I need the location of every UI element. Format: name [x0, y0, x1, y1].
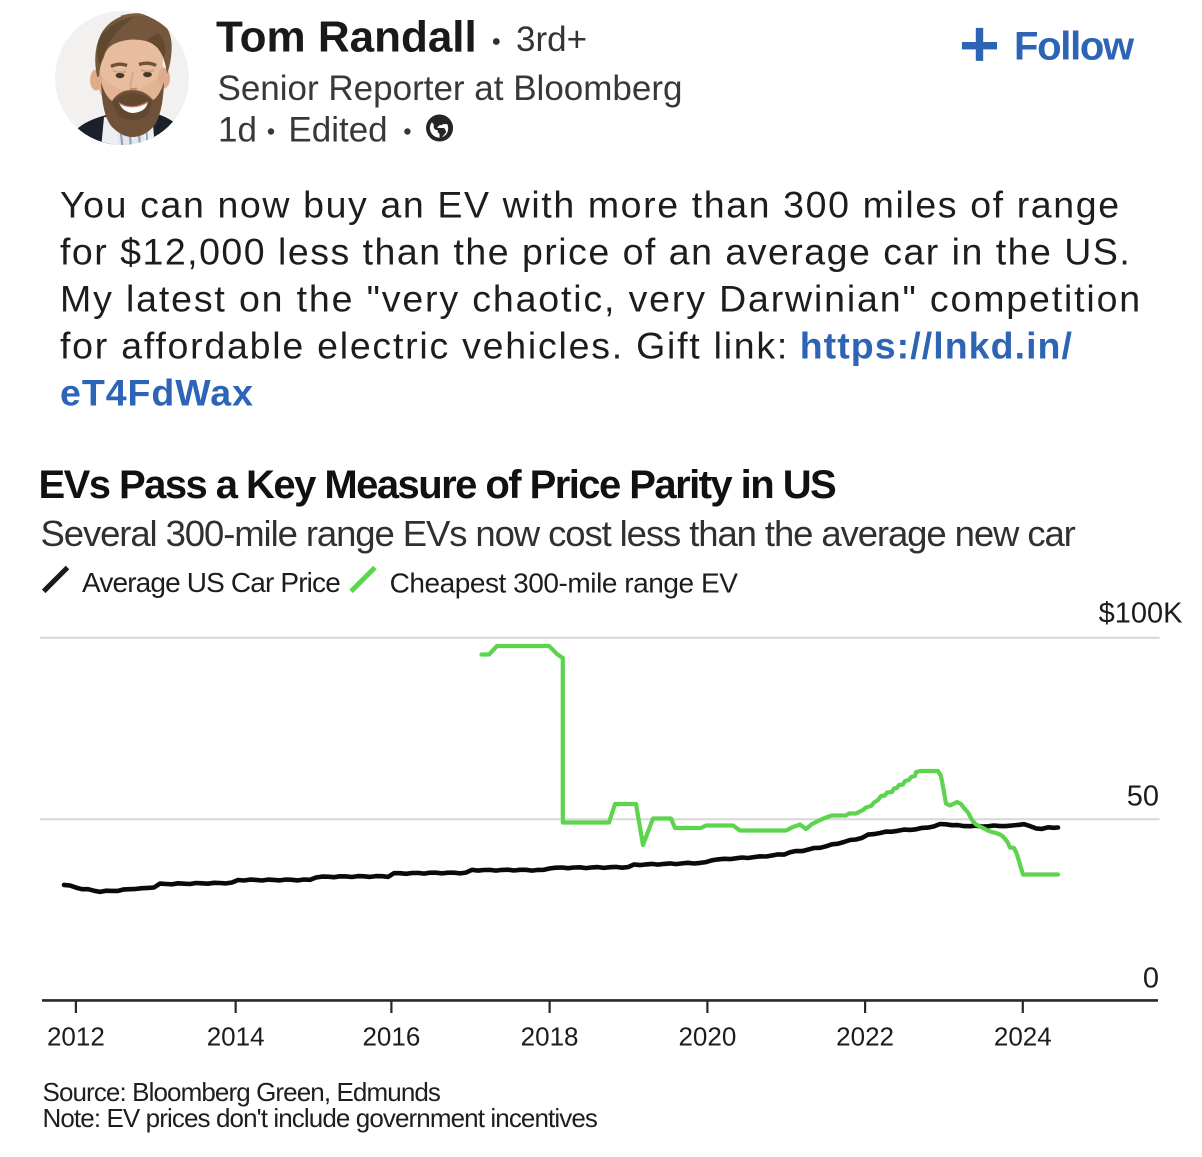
svg-text:for affordable electric vehicl: for affordable electric vehicles. Gift l…	[60, 325, 789, 367]
svg-text:Average US Car Price: Average US Car Price	[82, 567, 340, 598]
svg-text:Note: EV prices don't include: Note: EV prices don't include government…	[43, 1103, 598, 1133]
svg-text:2016: 2016	[362, 1022, 420, 1052]
svg-text:for $12,000 less than the pric: for $12,000 less than the price of an av…	[60, 231, 1131, 273]
svg-text:0: 0	[1143, 963, 1159, 995]
svg-text:2018: 2018	[521, 1022, 579, 1052]
svg-text:Source: Bloomberg Green, Edmun: Source: Bloomberg Green, Edmunds	[43, 1077, 441, 1107]
svg-text:You can now buy an EV with mor: You can now buy an EV with more than 300…	[60, 184, 1121, 226]
svg-text:Edited: Edited	[288, 111, 387, 150]
svg-text:2020: 2020	[678, 1022, 736, 1052]
svg-text:Senior Reporter at Bloomberg: Senior Reporter at Bloomberg	[218, 69, 683, 108]
svg-text:eT4FdWax: eT4FdWax	[60, 372, 254, 414]
svg-text:EVs Pass a Key Measure of Pric: EVs Pass a Key Measure of Price Parity i…	[39, 463, 837, 507]
svg-text:2022: 2022	[836, 1022, 894, 1052]
svg-text:3rd+: 3rd+	[516, 20, 587, 59]
svg-text:2012: 2012	[47, 1022, 105, 1052]
svg-text:Several 300-mile range EVs now: Several 300-mile range EVs now cost less…	[41, 513, 1076, 554]
svg-text:2024: 2024	[994, 1022, 1052, 1052]
svg-text:1d: 1d	[218, 111, 257, 150]
svg-text:$100K: $100K	[1099, 598, 1184, 630]
svg-text:50: 50	[1127, 780, 1159, 812]
svg-text:2014: 2014	[207, 1022, 265, 1052]
svg-text:Follow: Follow	[1014, 25, 1135, 69]
svg-text:https://lnkd.in/: https://lnkd.in/	[800, 325, 1073, 367]
svg-text:My latest on the "very chaotic: My latest on the "very chaotic, very Dar…	[60, 278, 1142, 320]
svg-text:Cheapest 300-mile range EV: Cheapest 300-mile range EV	[390, 568, 739, 599]
svg-text:Tom Randall: Tom Randall	[216, 13, 477, 62]
